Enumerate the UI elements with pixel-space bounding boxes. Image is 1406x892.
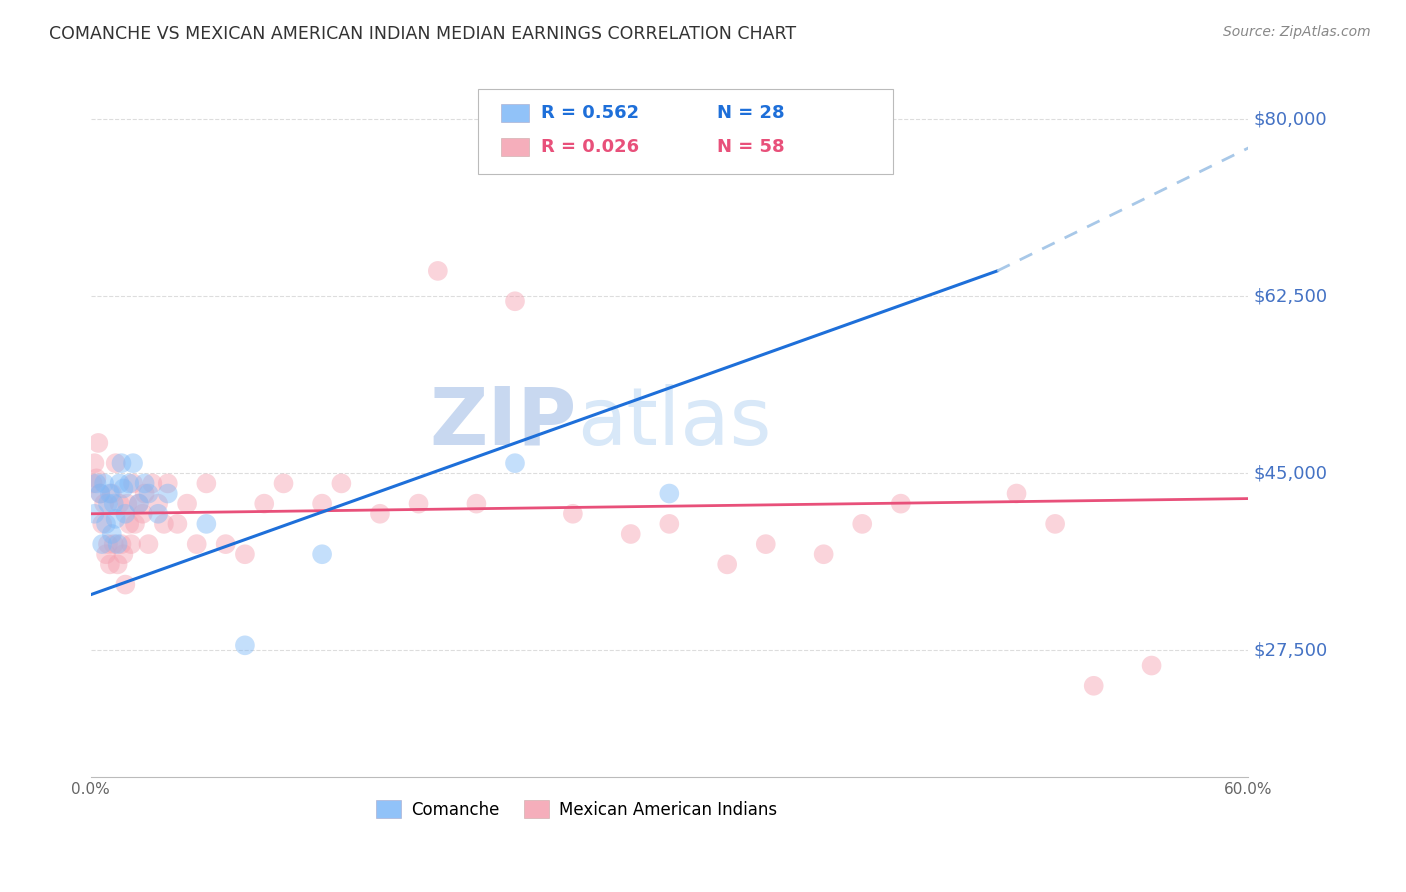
- Text: $27,500: $27,500: [1254, 641, 1329, 659]
- Point: [813, 547, 835, 561]
- Point: [104, 456, 127, 470]
- Point: [1005, 486, 1028, 500]
- Text: N = 58: N = 58: [717, 138, 785, 156]
- Text: $80,000: $80,000: [1254, 110, 1327, 128]
- Point: [186, 537, 208, 551]
- Point: [122, 476, 145, 491]
- Point: [108, 476, 131, 491]
- Point: [368, 507, 391, 521]
- Point: [93, 497, 115, 511]
- Point: [1140, 658, 1163, 673]
- Point: [86, 471, 108, 485]
- Text: Source: ZipAtlas.com: Source: ZipAtlas.com: [1223, 25, 1371, 39]
- Point: [153, 516, 176, 531]
- Point: [131, 507, 153, 521]
- Point: [166, 516, 188, 531]
- Point: [311, 547, 333, 561]
- Point: [83, 456, 105, 470]
- Point: [91, 537, 114, 551]
- Point: [311, 497, 333, 511]
- Point: [465, 497, 488, 511]
- Text: R = 0.026: R = 0.026: [541, 138, 640, 156]
- Point: [233, 547, 256, 561]
- Point: [101, 527, 124, 541]
- Point: [117, 497, 139, 511]
- Point: [503, 456, 526, 470]
- Point: [273, 476, 295, 491]
- Point: [138, 537, 160, 551]
- Point: [195, 476, 218, 491]
- Text: ZIP: ZIP: [429, 384, 576, 462]
- Point: [426, 264, 449, 278]
- Point: [114, 507, 136, 521]
- Point: [107, 558, 129, 572]
- Point: [112, 547, 135, 561]
- Point: [86, 476, 108, 491]
- Point: [94, 516, 117, 531]
- Point: [87, 436, 110, 450]
- Point: [890, 497, 912, 511]
- Point: [94, 547, 117, 561]
- Point: [91, 516, 114, 531]
- Point: [110, 537, 132, 551]
- Point: [503, 294, 526, 309]
- Point: [112, 482, 135, 496]
- Point: [146, 507, 169, 521]
- Point: [118, 476, 141, 491]
- Point: [82, 476, 104, 491]
- Point: [97, 537, 120, 551]
- Point: [146, 497, 169, 511]
- Point: [658, 486, 681, 500]
- Point: [214, 537, 236, 551]
- Point: [851, 516, 873, 531]
- Point: [120, 537, 142, 551]
- Point: [716, 558, 738, 572]
- Point: [330, 476, 353, 491]
- Point: [134, 476, 156, 491]
- Text: N = 28: N = 28: [717, 104, 785, 122]
- Point: [98, 558, 121, 572]
- Point: [104, 512, 127, 526]
- Point: [755, 537, 778, 551]
- Point: [98, 486, 121, 500]
- Point: [176, 497, 198, 511]
- Point: [101, 486, 124, 500]
- Point: [408, 497, 430, 511]
- Point: [103, 497, 125, 511]
- Point: [1083, 679, 1105, 693]
- Point: [124, 516, 146, 531]
- Point: [114, 577, 136, 591]
- Text: R = 0.562: R = 0.562: [541, 104, 640, 122]
- Text: COMANCHE VS MEXICAN AMERICAN INDIAN MEDIAN EARNINGS CORRELATION CHART: COMANCHE VS MEXICAN AMERICAN INDIAN MEDI…: [49, 25, 796, 43]
- Point: [83, 507, 105, 521]
- Point: [89, 486, 111, 500]
- Point: [253, 497, 276, 511]
- Point: [110, 456, 132, 470]
- Point: [128, 497, 150, 511]
- Point: [89, 486, 111, 500]
- Point: [156, 476, 179, 491]
- Point: [107, 537, 129, 551]
- Point: [103, 537, 125, 551]
- Text: atlas: atlas: [576, 384, 770, 462]
- Point: [138, 486, 160, 500]
- Point: [233, 638, 256, 652]
- Point: [620, 527, 643, 541]
- Point: [156, 486, 179, 500]
- Point: [561, 507, 583, 521]
- Point: [141, 476, 163, 491]
- Point: [118, 516, 141, 531]
- Point: [97, 497, 120, 511]
- Point: [108, 497, 131, 511]
- Point: [134, 486, 156, 500]
- Text: $62,500: $62,500: [1254, 287, 1327, 305]
- Point: [122, 456, 145, 470]
- Point: [1043, 516, 1066, 531]
- Point: [93, 476, 115, 491]
- Legend: Comanche, Mexican American Indians: Comanche, Mexican American Indians: [370, 793, 785, 825]
- Point: [195, 516, 218, 531]
- Point: [658, 516, 681, 531]
- Point: [128, 497, 150, 511]
- Text: $45,000: $45,000: [1254, 465, 1327, 483]
